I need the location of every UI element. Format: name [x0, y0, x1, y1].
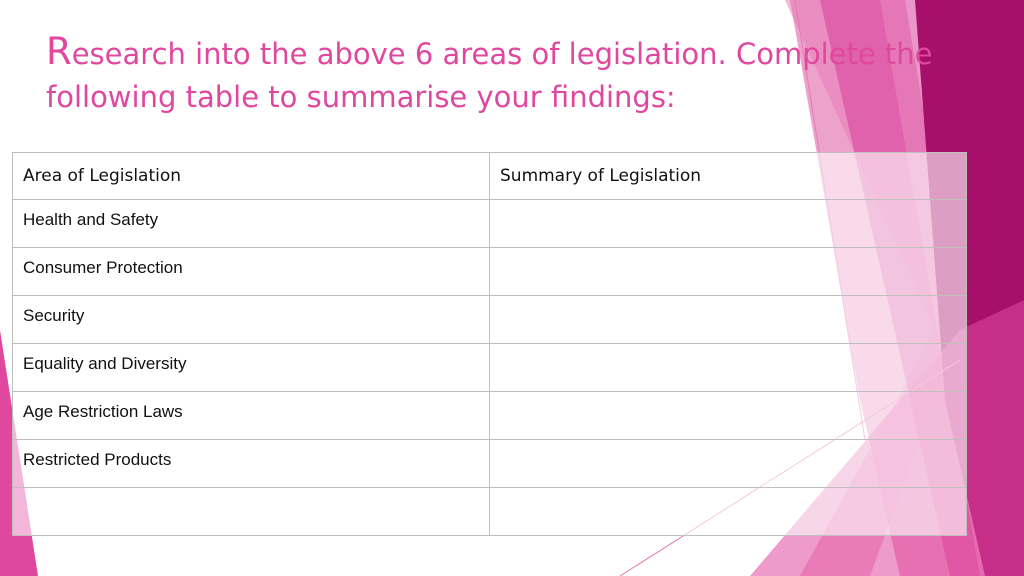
table-row: Age Restriction Laws [12, 391, 967, 440]
summary-cell [489, 439, 967, 488]
table-row: Security [12, 295, 967, 344]
table-row: Equality and Diversity [12, 343, 967, 392]
summary-cell [489, 391, 967, 440]
row-label: Consumer Protection [12, 247, 490, 296]
table-row: Health and Safety [12, 199, 967, 248]
header-cell: Summary of Legislation [489, 152, 967, 200]
row-label [12, 487, 490, 536]
row-label: Security [12, 295, 490, 344]
summary-cell [489, 295, 967, 344]
summary-cell [489, 247, 967, 296]
header-row: Area of Legislation Summary of Legislatio… [12, 152, 967, 200]
row-label: Restricted Products [12, 439, 490, 488]
row-label: Age Restriction Laws [12, 391, 490, 440]
summary-cell [489, 487, 967, 536]
legislation-table: Area of Legislation Summary of Legislatio… [12, 152, 967, 536]
row-label: Health and Safety [12, 199, 490, 248]
table-row [12, 487, 967, 536]
table-row: Consumer Protection [12, 247, 967, 296]
slide-title: Research into the above 6 areas of legis… [46, 30, 933, 114]
summary-cell [489, 343, 967, 392]
summary-cell [489, 199, 967, 248]
table-row: Restricted Products [12, 439, 967, 488]
header-cell: Area of Legislation [12, 152, 490, 200]
row-label: Equality and Diversity [12, 343, 490, 392]
